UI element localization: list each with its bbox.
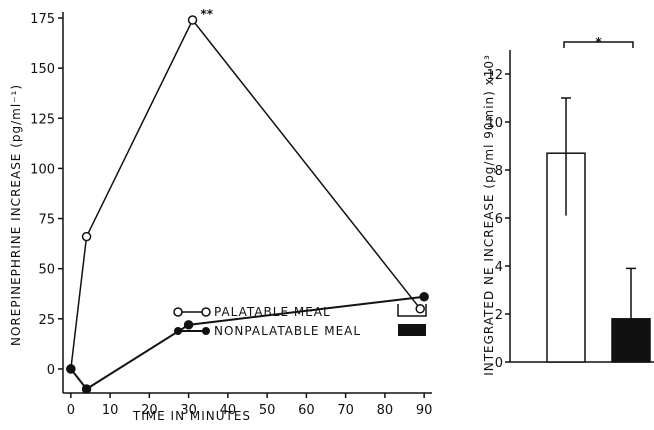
- line-y-tick-label: 100: [30, 162, 55, 177]
- bar-y-tick-label: 6: [495, 212, 503, 227]
- bar-y-tick-label: 10: [486, 116, 503, 131]
- legend-palatable-marker-left: [173, 307, 183, 317]
- line-chart: NOREPINEPHRINE INCREASE (pg/ml⁻¹) TIME I…: [9, 7, 432, 423]
- line-y-tick-label: 175: [30, 12, 55, 27]
- line-x-tick-label: 50: [259, 403, 276, 418]
- line-x-tick-label: 60: [298, 403, 315, 418]
- legend-palatable-box: [397, 304, 427, 317]
- line-chart-y-ticks: 0 25 50 75 100 125 150 175: [30, 12, 63, 378]
- line-x-tick-label: 90: [416, 403, 433, 418]
- legend-nonpalatable-marker-left: [174, 327, 182, 335]
- legend-nonpalatable-label: NONPALATABLE MEAL: [214, 324, 361, 338]
- line-x-tick-label: 30: [180, 403, 197, 418]
- line-y-tick-label: 150: [30, 62, 55, 77]
- bar-chart-y-ticks: 0 2 4 6 8 10 12: [486, 68, 510, 371]
- series-line-palatable: [70, 18, 421, 370]
- legend-palatable-marker-right: [201, 307, 211, 317]
- bar-y-tick-label: 8: [495, 164, 503, 179]
- bar-y-tick-label: 2: [495, 308, 503, 323]
- line-x-tick-label: 80: [377, 403, 394, 418]
- line-x-tick-label: 10: [102, 403, 119, 418]
- data-point-palatable: [187, 15, 198, 25]
- line-x-tick-label: 20: [141, 403, 158, 418]
- legend-nonpalatable-box: [398, 324, 426, 336]
- data-point-nonpalatable: [66, 364, 76, 374]
- line-x-tick-label: 70: [337, 403, 354, 418]
- line-chart-y-axis-title: NOREPINEPHRINE INCREASE (pg/ml⁻¹): [9, 84, 23, 346]
- line-x-tick-label: 40: [220, 403, 237, 418]
- line-y-tick-label: 50: [38, 263, 55, 278]
- data-point-palatable: [81, 231, 92, 242]
- bar-chart-bars: [546, 97, 651, 363]
- data-point-palatable: [415, 304, 425, 314]
- line-chart-series: [66, 15, 429, 394]
- bar-chart-y-axis-title: INTEGRATED NE INCREASE (pg/ml 90min) x10…: [482, 54, 496, 376]
- bar-chart: INTEGRATED NE INCREASE (pg/ml 90min) x10…: [482, 35, 654, 376]
- line-y-tick-label: 125: [30, 112, 55, 127]
- line-chart-x-axis-title: TIME IN MINUTES: [132, 409, 251, 423]
- data-point-nonpalatable: [81, 384, 92, 394]
- data-point-nonpalatable: [183, 320, 194, 330]
- bar-nonpalatable: [611, 318, 651, 363]
- bar-significance-mark: *: [595, 35, 602, 49]
- line-y-tick-label: 0: [47, 363, 55, 378]
- series-line-nonpalatable: [70, 295, 425, 391]
- legend-nonpalatable-marker-right: [202, 327, 210, 335]
- line-chart-x-ticks: 0 10 20 30 40 50 60 70 80 90: [67, 393, 433, 418]
- line-y-tick-label: 75: [38, 213, 55, 228]
- bar-y-tick-label: 4: [495, 260, 503, 275]
- bar-y-tick-label: 0: [495, 356, 503, 371]
- bar-y-tick-label: 12: [486, 68, 503, 83]
- significance-bracket: [563, 41, 634, 48]
- line-x-tick-label: 0: [67, 403, 75, 418]
- line-y-tick-label: 25: [38, 313, 55, 328]
- legend: PALATABLE MEAL NONPALATABLE MEAL: [173, 304, 427, 338]
- legend-palatable-label: PALATABLE MEAL: [214, 305, 331, 319]
- data-point-nonpalatable: [419, 291, 429, 302]
- significance-annotation: **: [201, 7, 214, 21]
